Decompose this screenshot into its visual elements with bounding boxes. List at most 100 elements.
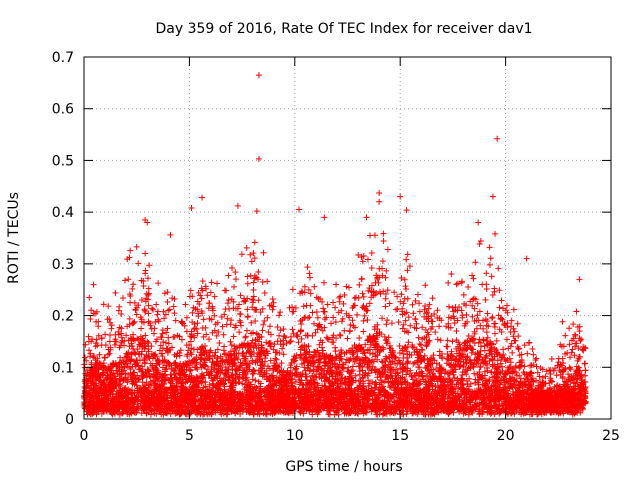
data-point: [484, 310, 491, 317]
data-point: [168, 376, 175, 383]
data-point: [131, 318, 138, 325]
data-point: [260, 321, 267, 328]
data-point: [477, 238, 484, 245]
data-point: [143, 290, 150, 297]
data-point: [261, 317, 268, 324]
data-point: [566, 325, 573, 332]
data-point: [189, 293, 196, 300]
data-point: [107, 331, 114, 338]
data-point: [337, 293, 344, 300]
data-point: [565, 371, 572, 378]
data-point: [351, 358, 358, 365]
data-point: [465, 283, 472, 290]
data-point: [204, 366, 211, 373]
data-point: [474, 312, 481, 319]
data-point: [160, 338, 167, 345]
data-point: [340, 300, 347, 307]
data-point: [471, 370, 478, 377]
data-point: [460, 291, 467, 298]
data-point: [360, 253, 367, 260]
data-point: [224, 300, 231, 307]
data-point: [473, 325, 480, 332]
data-point: [145, 310, 152, 317]
data-point: [508, 317, 515, 324]
data-point: [259, 278, 266, 285]
data-point: [259, 327, 266, 334]
data-point: [482, 377, 489, 384]
data-point: [368, 264, 375, 271]
data-point: [277, 341, 284, 348]
data-point: [382, 274, 389, 281]
data-point: [332, 319, 339, 326]
data-point: [162, 339, 169, 346]
data-point: [343, 283, 350, 290]
data-point: [306, 367, 313, 374]
data-point: [521, 342, 528, 349]
data-point: [514, 372, 521, 379]
data-point: [211, 312, 218, 319]
data-point: [195, 289, 202, 296]
data-point: [406, 351, 413, 358]
data-point: [236, 329, 243, 336]
data-point: [368, 250, 375, 257]
data-point: [237, 359, 244, 366]
data-point: [361, 312, 368, 319]
data-point: [333, 281, 340, 288]
data-point: [189, 309, 196, 316]
data-point: [397, 374, 404, 381]
data-point: [468, 349, 475, 356]
data-point: [484, 334, 491, 341]
data-point: [384, 287, 391, 294]
data-point: [364, 316, 371, 323]
data-point: [356, 382, 363, 389]
data-point: [316, 341, 323, 348]
data-point: [307, 274, 314, 281]
data-point: [289, 286, 296, 293]
data-point: [269, 306, 276, 313]
data-point: [349, 374, 356, 381]
data-point: [265, 329, 272, 336]
data-point: [324, 301, 331, 308]
data-point: [150, 330, 157, 337]
grid-lines: [84, 57, 611, 419]
data-point: [88, 359, 95, 366]
data-point: [471, 328, 478, 335]
data-point: [467, 365, 474, 372]
data-point: [98, 335, 105, 342]
data-point: [138, 296, 145, 303]
data-point: [496, 287, 503, 294]
data-point: [476, 308, 483, 315]
data-point: [170, 334, 177, 341]
data-point: [185, 347, 192, 354]
data-point: [380, 230, 387, 237]
data-point: [570, 321, 577, 328]
data-point: [354, 311, 361, 318]
data-point: [548, 355, 555, 362]
data-point: [144, 338, 151, 345]
data-point: [529, 345, 536, 352]
data-point: [115, 328, 122, 335]
data-point: [273, 356, 280, 363]
data-point: [292, 304, 299, 311]
data-point: [400, 321, 407, 328]
data-point: [305, 286, 312, 293]
data-point: [232, 345, 239, 352]
data-point: [146, 262, 153, 269]
data-point: [188, 345, 195, 352]
data-point: [553, 372, 560, 379]
data-point: [403, 285, 410, 292]
data-point: [469, 313, 476, 320]
data-point: [434, 314, 441, 321]
data-point: [328, 320, 335, 327]
data-point: [149, 305, 156, 312]
data-point: [496, 326, 503, 333]
data-point: [346, 327, 353, 334]
data-point: [112, 342, 119, 349]
data-point: [434, 307, 441, 314]
data-point: [573, 340, 580, 347]
data-point: [362, 341, 369, 348]
data-point: [236, 301, 243, 308]
data-point: [249, 337, 256, 344]
data-point: [422, 282, 429, 289]
data-point: [160, 308, 167, 315]
